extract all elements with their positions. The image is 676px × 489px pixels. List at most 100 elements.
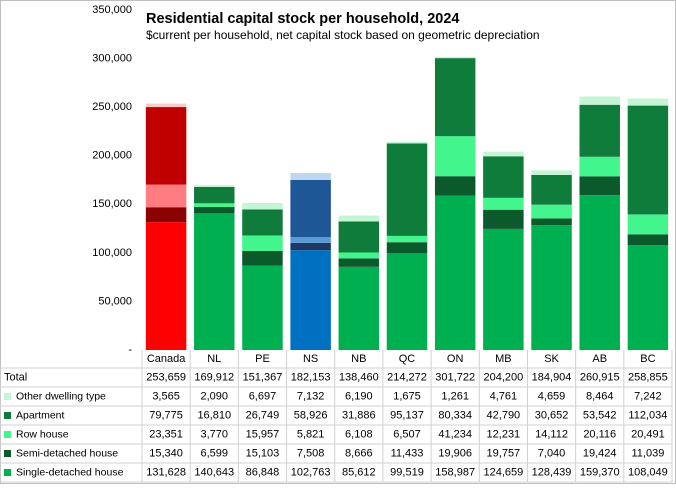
bar-segment: [434, 58, 476, 137]
bar-segment: [627, 234, 669, 246]
table-cell: 301,722: [435, 371, 475, 383]
y-tick-label: 150,000: [92, 198, 132, 210]
table-cell: 26,749: [246, 409, 280, 421]
bar-segment: [194, 206, 235, 214]
table-cell: 95,137: [390, 409, 424, 421]
bar-segment: [627, 245, 669, 350]
bar-segment: [483, 209, 524, 229]
table-cell: 12,231: [487, 428, 521, 440]
bar-segment: [483, 151, 524, 157]
bar-segment: [242, 202, 283, 210]
table-cell: 7,132: [297, 390, 325, 402]
table-cell: 58,926: [294, 409, 328, 421]
table-cell: 11,039: [631, 447, 664, 459]
table-cell: 7,242: [634, 390, 662, 402]
table-cell: 7,040: [538, 447, 566, 459]
table-cell: 5,821: [297, 428, 325, 440]
x-tick-label: NL: [207, 353, 221, 365]
x-tick-label: SK: [544, 353, 559, 365]
bar-segment: [531, 218, 572, 226]
table-row-label: Total: [4, 371, 27, 383]
x-tick-label: QC: [399, 353, 416, 365]
bar-segment: [531, 204, 572, 219]
table-cell: 8,666: [345, 447, 373, 459]
table-cell: 108,049: [628, 466, 668, 478]
bar-segment: [627, 105, 669, 215]
bar-segment: [579, 176, 620, 196]
x-tick-label: ON: [447, 353, 464, 365]
bar-segment: [531, 174, 572, 205]
table-cell: 11,433: [391, 447, 424, 459]
bar-segment: [386, 141, 428, 144]
bar-segment: [579, 156, 620, 177]
table-cell: 6,190: [345, 390, 373, 402]
table-cell: 20,116: [583, 428, 616, 440]
bar-segment: [290, 237, 331, 243]
bar-segment: [194, 213, 235, 350]
bar-segment: [242, 235, 283, 251]
bar-segment: [145, 103, 187, 108]
plot: [145, 56, 669, 350]
table-cell: 4,761: [490, 390, 518, 402]
table-cell: 14,112: [535, 428, 568, 440]
table-cell: 102,763: [291, 466, 331, 478]
table-cell: 19,757: [487, 447, 521, 459]
bar-segment: [194, 184, 235, 187]
table-cell: 182,153: [291, 371, 331, 383]
bar-segment: [145, 107, 187, 185]
table-cell: 79,775: [149, 409, 183, 421]
bar-segment: [483, 197, 524, 210]
bar-segment: [242, 250, 283, 266]
table-cell: 19,906: [438, 447, 472, 459]
table-cell: 31,886: [342, 409, 376, 421]
bar-segment: [194, 203, 235, 207]
bar-segment: [434, 176, 476, 196]
y-tick-label: 250,000: [92, 101, 132, 113]
y-tick-label: 300,000: [92, 52, 132, 64]
bar-segment: [242, 209, 283, 236]
table-cell: 20,491: [631, 428, 665, 440]
table-cell: 4,659: [538, 390, 566, 402]
table-cell: 128,439: [532, 466, 572, 478]
table-cell: 159,370: [580, 466, 620, 478]
bar-segment: [290, 173, 331, 180]
table-cell: 80,334: [438, 409, 472, 421]
table-cell: 30,652: [535, 409, 569, 421]
table-cell: 15,340: [149, 447, 183, 459]
table-cell: 131,628: [146, 466, 186, 478]
table-cell: 214,272: [387, 371, 427, 383]
bar-segment: [483, 228, 524, 350]
x-tick-label: AB: [592, 353, 607, 365]
x-tick-label: MB: [495, 353, 512, 365]
table-cell: 6,108: [345, 428, 373, 440]
y-tick-label: 100,000: [92, 247, 132, 259]
legend-swatch: [4, 393, 11, 400]
table-cell: 99,519: [390, 466, 424, 478]
x-tick-label: PE: [255, 353, 270, 365]
table-cell: 23,351: [149, 428, 183, 440]
table-cell: 258,855: [628, 371, 668, 383]
bar-segment: [579, 104, 620, 157]
table-cell: 6,599: [201, 447, 229, 459]
table-cell: 86,848: [246, 466, 280, 478]
table-cell: 158,987: [435, 466, 475, 478]
bar-segment: [434, 195, 476, 350]
x-tick-label: NS: [303, 353, 318, 365]
bar-segment: [290, 250, 331, 350]
legend-label: Apartment: [16, 409, 65, 421]
table-cell: 15,103: [246, 447, 280, 459]
legend-label: Other dwelling type: [16, 390, 106, 402]
bar-segment: [386, 143, 428, 236]
table-cell: 2,090: [201, 390, 229, 402]
bar-segment: [627, 214, 669, 235]
y-tick-label: -: [128, 344, 132, 356]
legend-label: Single-detached house: [16, 466, 124, 478]
bar-segment: [338, 266, 380, 350]
table-cell: 3,770: [201, 428, 229, 440]
y-tick-label: 350,000: [92, 4, 132, 16]
x-tick-label: BC: [640, 353, 655, 365]
table-cell: 151,367: [243, 371, 283, 383]
table-cell: 16,810: [197, 409, 231, 421]
legend-swatch: [4, 450, 11, 457]
